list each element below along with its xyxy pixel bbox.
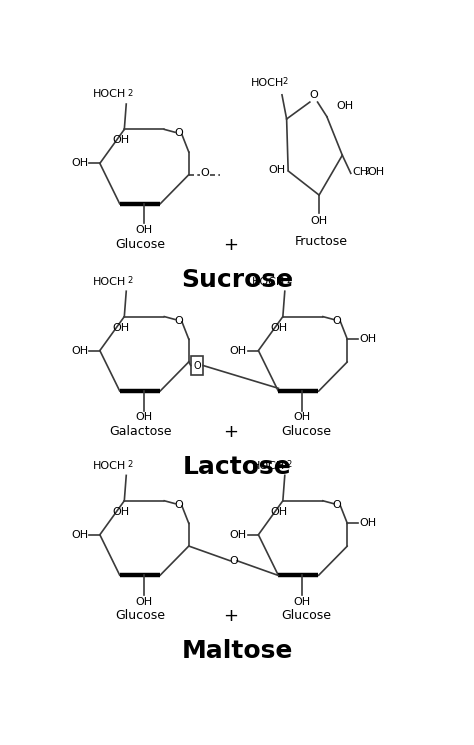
Text: +: + [223,422,237,441]
Text: OH: OH [271,507,288,517]
Text: OH: OH [135,597,152,606]
Text: 2: 2 [128,89,133,98]
Text: +: + [223,607,237,625]
Text: OH: OH [268,165,285,175]
Text: O: O [201,168,210,179]
Text: Glucose: Glucose [282,425,332,438]
FancyBboxPatch shape [191,356,203,375]
Text: HOCH: HOCH [93,460,126,471]
Text: HOCH: HOCH [252,276,285,287]
Text: O: O [193,361,201,370]
Text: +: + [223,235,237,253]
Text: 2: 2 [286,460,291,469]
Text: OH: OH [337,101,354,111]
Text: O: O [174,500,183,510]
Text: 2: 2 [128,276,133,285]
Text: OH: OH [294,597,311,606]
Text: OH: OH [294,413,311,422]
Text: 2: 2 [286,276,291,285]
Text: Glucose: Glucose [116,609,165,623]
Text: OH: OH [230,530,247,539]
Text: O: O [229,556,238,565]
Text: OH: OH [359,335,376,344]
Text: 2: 2 [282,77,287,86]
Text: OH: OH [135,413,152,422]
Text: HOCH: HOCH [93,89,126,99]
Text: OH: OH [310,215,328,226]
Text: OH: OH [135,225,152,235]
Text: HOCH: HOCH [251,77,284,88]
Text: OH: OH [359,519,376,528]
Text: OH: OH [367,167,384,177]
Text: O: O [174,128,183,139]
Text: Fructose: Fructose [295,235,348,248]
Text: OH: OH [112,323,129,332]
Text: Glucose: Glucose [282,609,332,623]
Text: Sucrose: Sucrose [181,267,293,291]
Text: HOCH: HOCH [93,276,126,287]
Text: O: O [174,316,183,326]
Text: 2: 2 [365,167,370,176]
Text: OH: OH [71,530,88,539]
Text: OH: OH [112,507,129,517]
Text: Lactose: Lactose [183,454,292,479]
Text: CH: CH [352,167,368,177]
Text: 2: 2 [128,460,133,469]
Text: HOCH: HOCH [252,460,285,471]
Text: Glucose: Glucose [116,238,165,251]
Text: OH: OH [112,136,129,145]
Text: OH: OH [230,346,247,355]
Text: Galactose: Galactose [109,425,172,438]
Text: O: O [333,500,341,510]
Text: O: O [333,316,341,326]
Text: Maltose: Maltose [182,639,293,663]
Text: O: O [310,90,318,100]
Text: OH: OH [71,159,88,168]
Text: OH: OH [71,346,88,355]
Text: OH: OH [271,323,288,332]
